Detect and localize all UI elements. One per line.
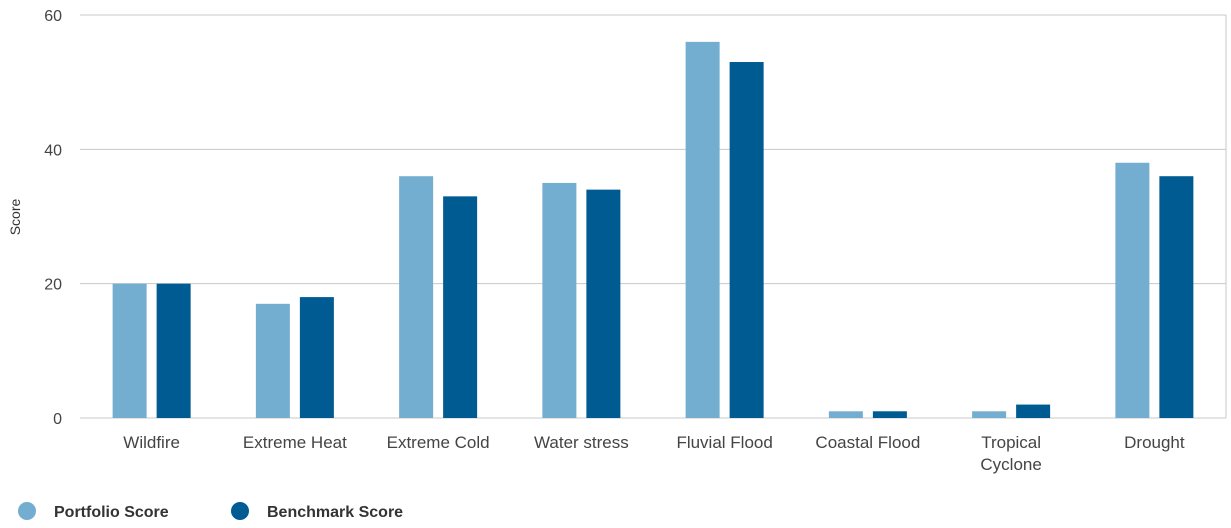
bar-benchmark-score — [586, 189, 621, 418]
bar-portfolio-score — [685, 41, 720, 418]
x-tick-label: Water stress — [534, 433, 629, 452]
legend-label: Portfolio Score — [54, 504, 169, 521]
legend-marker — [18, 502, 36, 520]
bar-portfolio-score — [542, 182, 577, 418]
y-tick-label: 0 — [53, 411, 62, 428]
bar-portfolio-score — [255, 303, 290, 418]
bar-benchmark-score — [729, 62, 764, 419]
x-tick-label: Drought — [1124, 433, 1185, 452]
bar-portfolio-score — [1115, 162, 1150, 418]
x-tick-label: Wildfire — [123, 433, 180, 452]
x-tick-label: Extreme Heat — [243, 433, 347, 452]
bar-benchmark-score — [156, 283, 191, 418]
x-tick-label: Extreme Cold — [387, 433, 490, 452]
y-tick-label: 40 — [44, 142, 62, 159]
bar-portfolio-score — [828, 411, 863, 418]
bar-portfolio-score — [972, 411, 1007, 418]
bar-benchmark-score — [1016, 404, 1051, 418]
bar-benchmark-score — [299, 297, 334, 418]
bar-portfolio-score — [399, 176, 434, 418]
y-tick-label: 20 — [44, 277, 62, 294]
legend: Portfolio Score Benchmark Score — [18, 502, 403, 521]
bar-benchmark-score — [443, 196, 478, 418]
bar-benchmark-score — [872, 411, 907, 418]
bar-portfolio-score — [112, 283, 147, 418]
x-tick-label: Tropical Cyclone — [980, 433, 1041, 474]
legend-label: Benchmark Score — [267, 504, 403, 521]
y-tick-label: 60 — [44, 8, 62, 25]
legend-marker — [231, 502, 249, 520]
x-axis-labels: Wildfire Extreme Heat Extreme Cold Water st… — [123, 433, 1185, 474]
bars — [112, 41, 1194, 419]
bar-benchmark-score — [1159, 176, 1194, 418]
x-tick-label: Fluvial Flood — [676, 433, 772, 452]
y-axis-ticks: 0 20 40 60 — [44, 8, 62, 428]
x-tick-label: Coastal Flood — [815, 433, 920, 452]
y-axis-title: Score — [7, 199, 23, 236]
gridlines — [80, 14, 1227, 419]
